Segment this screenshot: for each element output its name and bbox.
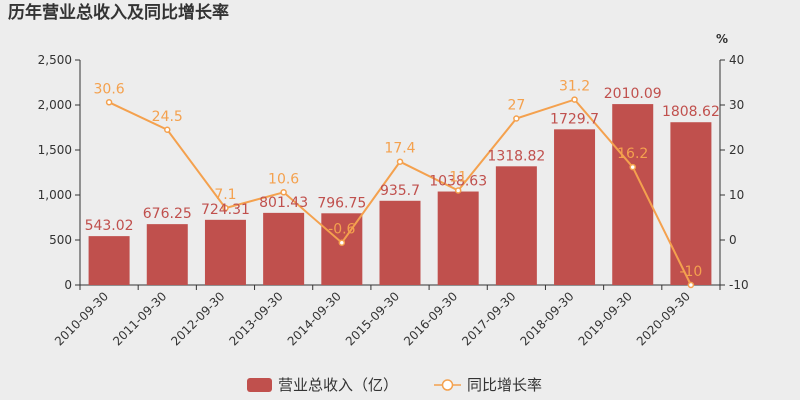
line-series: [105, 96, 695, 289]
x-tick-label: 2017-09-30: [459, 289, 518, 348]
y-right-tick-label: 30: [729, 98, 744, 112]
bar[interactable]: [88, 236, 130, 285]
line-data-label: 27: [507, 98, 525, 114]
y-left-tick-label: 2,000: [38, 98, 72, 112]
line-data-label: 30.6: [94, 81, 125, 97]
bar-data-label: 796.75: [317, 195, 366, 211]
y-right-tick-label: -10: [729, 278, 749, 292]
line-point[interactable]: [454, 187, 462, 194]
y-left-tick-label: 2,500: [38, 53, 72, 67]
bar[interactable]: [204, 219, 246, 285]
line-point[interactable]: [338, 239, 346, 246]
x-tick-label: 2015-09-30: [343, 289, 402, 348]
bar-data-label: 2010.09: [604, 86, 662, 102]
line-point[interactable]: [222, 204, 229, 212]
line-point[interactable]: [571, 96, 578, 103]
chart-title: 历年营业总收入及同比增长率: [8, 2, 229, 23]
line-data-label: -10: [679, 264, 702, 280]
legend-line-label[interactable]: 同比增长率: [467, 376, 542, 394]
bar[interactable]: [146, 224, 188, 285]
y-right-tick-label: 10: [729, 188, 744, 202]
line-data-label: 7.1: [214, 187, 236, 203]
bar-series: [88, 104, 712, 285]
y-right-tick-label: 20: [729, 143, 744, 157]
x-tick-label: 2018-09-30: [517, 289, 576, 348]
x-tick-label: 2011-09-30: [110, 289, 169, 348]
data-labels: 543.02 676.25 724.31 801.43 796.75 935.7 1038.…: [85, 79, 720, 280]
line-point[interactable]: [105, 99, 113, 106]
y-right-tick-label: 40: [729, 53, 744, 67]
line-data-label: -0.6: [328, 222, 355, 238]
line-point[interactable]: [629, 163, 636, 171]
bar-data-label: 935.7: [380, 183, 420, 199]
bar-data-label: 1038.63: [429, 174, 487, 190]
bar-data-label: 1808.62: [662, 104, 720, 120]
x-tick-label: 2014-09-30: [285, 289, 344, 348]
bar[interactable]: [554, 129, 596, 285]
line-data-label: 24.5: [152, 109, 183, 125]
bar[interactable]: [495, 166, 537, 285]
line-point[interactable]: [396, 158, 404, 165]
line-point[interactable]: [164, 126, 171, 133]
line-data-label: 16.2: [617, 146, 648, 162]
bar[interactable]: [670, 122, 712, 285]
bar[interactable]: [379, 200, 421, 285]
line-data-label: 11: [449, 170, 467, 186]
line-data-label: 17.4: [384, 141, 415, 157]
bar-data-label: 1729.7: [550, 111, 599, 127]
line-point[interactable]: [280, 189, 287, 196]
legend-bar-swatch[interactable]: [247, 378, 272, 392]
x-tick-label: 2012-09-30: [168, 289, 227, 348]
y-left-tick-label: 0: [64, 278, 72, 292]
y-left-tick-label: 1,500: [38, 143, 72, 157]
x-tick-label: 2019-09-30: [576, 289, 635, 348]
bar-data-label: 543.02: [85, 218, 134, 234]
line-data-label: 10.6: [268, 171, 299, 187]
bar[interactable]: [263, 212, 305, 285]
line-point[interactable]: [687, 281, 695, 289]
bar-data-label: 724.31: [201, 202, 250, 218]
y-left-tick-label: 1,000: [38, 188, 72, 202]
legend-line-marker[interactable]: [441, 379, 454, 391]
x-tick-label: 2020-09-30: [634, 289, 693, 348]
x-tick-label: 2010-09-30: [52, 289, 111, 348]
y-right-tick-label: 0: [729, 233, 737, 247]
line-point[interactable]: [513, 115, 520, 122]
y-left-tick-label: 500: [49, 233, 72, 247]
bar-data-label: 801.43: [259, 195, 308, 211]
bar-data-label: 1318.82: [487, 148, 545, 164]
bar[interactable]: [437, 191, 479, 285]
y-right-unit: %: [716, 32, 728, 46]
line-data-label: 31.2: [559, 79, 590, 95]
legend[interactable]: 营业总收入（亿） 同比增长率: [247, 376, 542, 394]
legend-bar-label[interactable]: 营业总收入（亿）: [278, 376, 398, 394]
bar-data-label: 676.25: [143, 206, 192, 222]
x-tick-label: 2016-09-30: [401, 289, 460, 348]
x-tick-label: 2013-09-30: [227, 289, 286, 348]
